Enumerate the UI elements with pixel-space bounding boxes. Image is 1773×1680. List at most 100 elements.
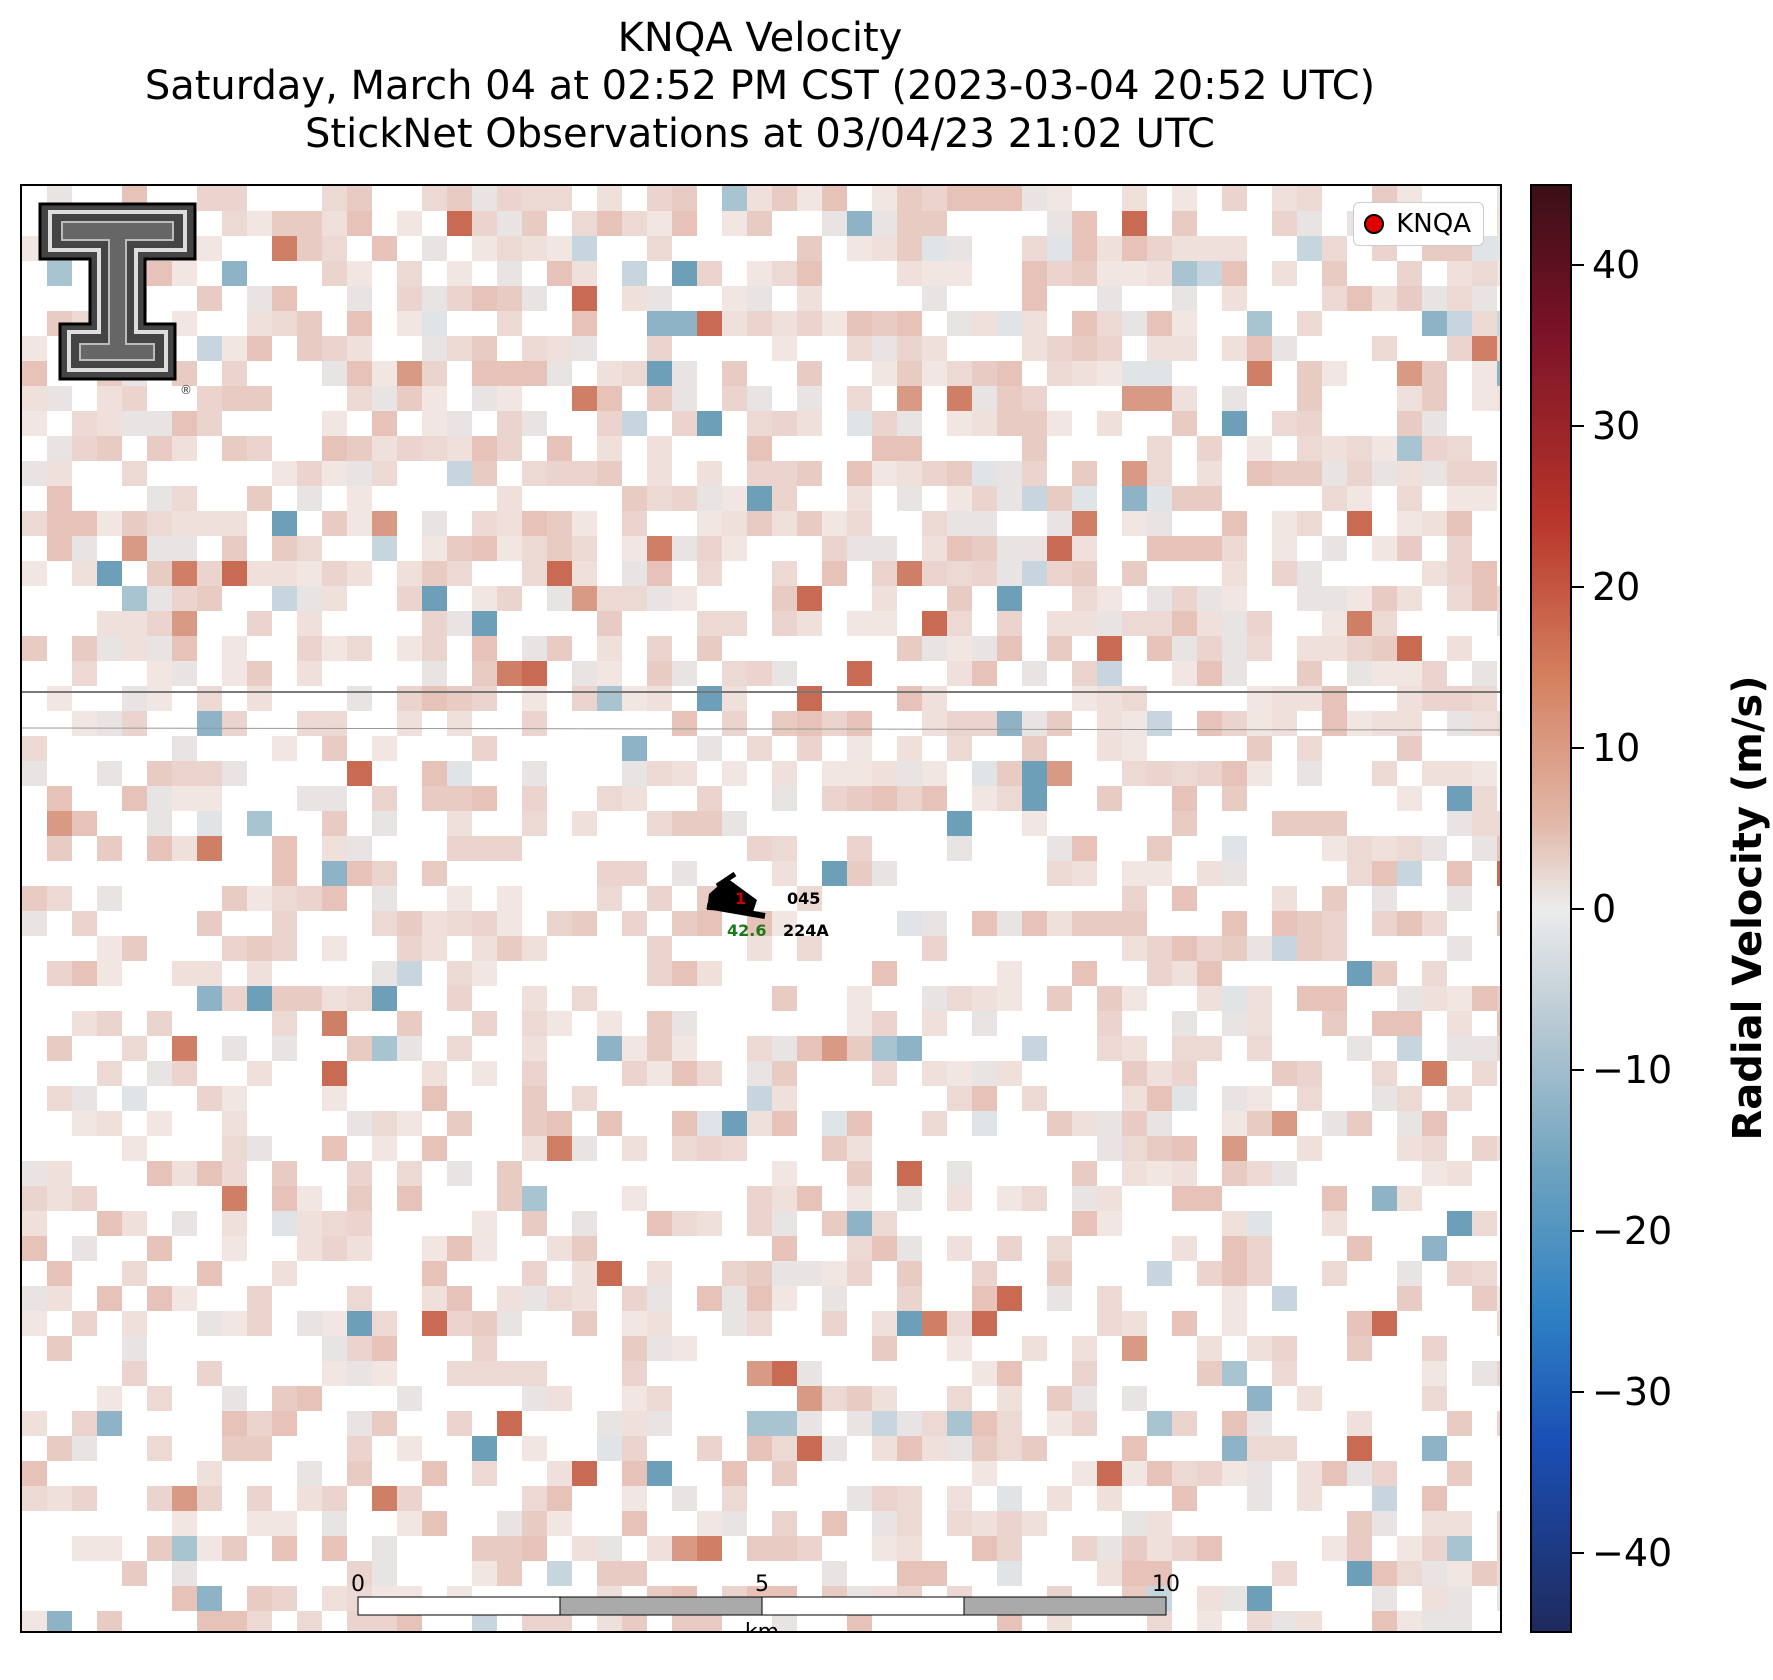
- velocity-pixel: [1297, 736, 1322, 761]
- velocity-pixel: [622, 736, 647, 761]
- velocity-pixel: [97, 1386, 122, 1411]
- velocity-pixel: [47, 1336, 72, 1361]
- velocity-pixel: [622, 761, 647, 786]
- velocity-pixel: [397, 1036, 422, 1061]
- velocity-pixel: [697, 1111, 722, 1136]
- velocity-pixel: [347, 1211, 372, 1236]
- colorbar-tick-mark: [1572, 746, 1584, 749]
- velocity-pixel: [922, 236, 947, 261]
- velocity-pixel: [1197, 961, 1222, 986]
- velocity-pixel: [222, 186, 247, 211]
- colorbar-tick-mark: [1572, 585, 1584, 588]
- velocity-pixel: [372, 1111, 397, 1136]
- velocity-pixel: [222, 1161, 247, 1186]
- velocity-pixel: [22, 361, 47, 386]
- velocity-pixel: [147, 636, 172, 661]
- velocity-pixel: [847, 1011, 872, 1036]
- velocity-pixel: [1322, 1011, 1347, 1036]
- velocity-pixel: [1247, 1161, 1272, 1186]
- velocity-pixel: [222, 1311, 247, 1336]
- velocity-pixel: [672, 386, 697, 411]
- velocity-pixel: [47, 261, 72, 286]
- colorbar-tick-label: 0: [1592, 886, 1617, 931]
- velocity-pixel: [147, 1436, 172, 1461]
- velocity-pixel: [1297, 761, 1322, 786]
- velocity-pixel: [1472, 386, 1497, 411]
- colorbar-tick-label: 20: [1592, 564, 1641, 609]
- velocity-pixel: [322, 461, 347, 486]
- velocity-pixel: [447, 286, 472, 311]
- title-line-1: KNQA Velocity: [617, 15, 903, 61]
- velocity-pixel: [147, 511, 172, 536]
- velocity-pixel: [1447, 336, 1472, 361]
- velocity-pixel: [1322, 811, 1347, 836]
- velocity-pixel: [1072, 311, 1097, 336]
- velocity-pixel: [497, 236, 522, 261]
- velocity-pixel: [372, 461, 397, 486]
- velocity-pixel: [1472, 786, 1497, 811]
- velocity-pixel: [722, 211, 747, 236]
- velocity-pixel: [172, 961, 197, 986]
- velocity-pixel: [1447, 1086, 1472, 1111]
- velocity-pixel: [222, 936, 247, 961]
- velocity-pixel: [272, 211, 297, 236]
- velocity-pixel: [222, 1111, 247, 1136]
- velocity-pixel: [797, 1036, 822, 1061]
- velocity-pixel: [1322, 261, 1347, 286]
- velocity-pixel: [747, 261, 772, 286]
- velocity-pixel: [172, 611, 197, 636]
- velocity-pixel: [1322, 461, 1347, 486]
- velocity-pixel: [1147, 261, 1172, 286]
- velocity-pixel: [22, 736, 47, 761]
- velocity-pixel: [547, 1611, 572, 1631]
- velocity-pixel: [572, 336, 597, 361]
- velocity-pixel: [322, 1236, 347, 1261]
- velocity-pixel: [972, 1011, 997, 1036]
- velocity-pixel: [672, 411, 697, 436]
- velocity-pixel: [1422, 986, 1447, 1011]
- velocity-pixel: [1122, 311, 1147, 336]
- velocity-pixel: [972, 486, 997, 511]
- velocity-pixel: [697, 261, 722, 286]
- velocity-pixel: [1272, 886, 1297, 911]
- velocity-pixel: [272, 886, 297, 911]
- velocity-pixel: [247, 1136, 272, 1161]
- velocity-pixel: [447, 961, 472, 986]
- velocity-pixel: [1447, 1161, 1472, 1186]
- velocity-pixel: [947, 1236, 972, 1261]
- velocity-pixel: [1447, 986, 1472, 1011]
- velocity-pixel: [572, 1261, 597, 1286]
- velocity-pixel: [522, 686, 547, 711]
- velocity-pixel: [222, 661, 247, 686]
- velocity-pixel: [572, 561, 597, 586]
- velocity-pixel: [372, 1486, 397, 1511]
- velocity-pixel: [722, 536, 747, 561]
- velocity-pixel: [1122, 1136, 1147, 1161]
- velocity-pixel: [572, 811, 597, 836]
- velocity-pixel: [1222, 561, 1247, 586]
- velocity-pixel: [797, 186, 822, 211]
- velocity-pixel: [347, 311, 372, 336]
- velocity-pixel: [1372, 536, 1397, 561]
- velocity-pixel: [1022, 461, 1047, 486]
- velocity-pixel: [1497, 211, 1500, 236]
- velocity-pixel: [72, 1486, 97, 1511]
- velocity-pixel: [22, 461, 47, 486]
- velocity-pixel: [747, 486, 772, 511]
- velocity-pixel: [272, 836, 297, 861]
- velocity-pixel: [422, 636, 447, 661]
- velocity-pixel: [147, 761, 172, 786]
- velocity-pixel: [422, 236, 447, 261]
- velocity-pixel: [22, 1236, 47, 1261]
- velocity-pixel: [322, 186, 347, 211]
- velocity-pixel: [1172, 536, 1197, 561]
- scale-tick-5: 5: [755, 1572, 769, 1597]
- velocity-pixel: [22, 561, 47, 586]
- velocity-pixel: [1372, 1586, 1397, 1611]
- velocity-pixel: [1172, 661, 1197, 686]
- velocity-pixel: [1297, 911, 1322, 936]
- velocity-pixel: [797, 611, 822, 636]
- velocity-pixel: [422, 1136, 447, 1161]
- velocity-pixel: [1047, 486, 1072, 511]
- velocity-pixel: [1222, 1411, 1247, 1436]
